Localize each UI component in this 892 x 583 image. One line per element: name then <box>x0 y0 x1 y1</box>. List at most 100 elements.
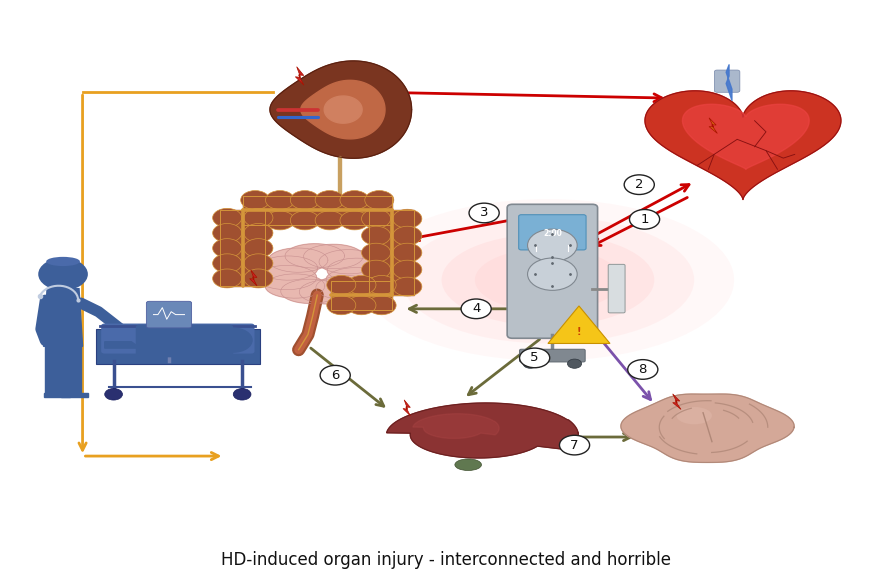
Ellipse shape <box>362 199 734 361</box>
Ellipse shape <box>442 234 655 326</box>
Polygon shape <box>62 392 88 397</box>
Circle shape <box>212 254 242 273</box>
Circle shape <box>340 211 369 230</box>
Polygon shape <box>301 80 385 139</box>
Polygon shape <box>331 280 392 310</box>
Text: 2: 2 <box>635 178 643 191</box>
Circle shape <box>212 238 242 258</box>
Polygon shape <box>250 270 257 286</box>
Ellipse shape <box>676 407 712 424</box>
Circle shape <box>104 388 122 400</box>
FancyBboxPatch shape <box>518 215 586 250</box>
Polygon shape <box>316 276 376 300</box>
Polygon shape <box>243 196 392 225</box>
Polygon shape <box>265 274 325 298</box>
Circle shape <box>315 191 344 209</box>
FancyBboxPatch shape <box>95 329 260 364</box>
Ellipse shape <box>401 216 694 343</box>
Polygon shape <box>257 265 317 290</box>
Circle shape <box>214 328 252 353</box>
Circle shape <box>527 258 577 290</box>
Circle shape <box>361 243 391 262</box>
FancyBboxPatch shape <box>519 349 585 362</box>
Polygon shape <box>270 61 411 158</box>
Polygon shape <box>319 250 378 274</box>
Polygon shape <box>303 244 363 269</box>
Circle shape <box>361 209 391 228</box>
Circle shape <box>567 359 582 368</box>
Ellipse shape <box>475 248 621 312</box>
FancyBboxPatch shape <box>508 204 598 338</box>
FancyBboxPatch shape <box>101 324 254 353</box>
Circle shape <box>519 348 549 368</box>
Circle shape <box>38 258 88 290</box>
Circle shape <box>244 238 273 258</box>
Circle shape <box>365 211 393 230</box>
Circle shape <box>241 191 269 209</box>
Polygon shape <box>548 306 610 343</box>
Text: 4: 4 <box>472 303 480 315</box>
Text: 1: 1 <box>640 213 648 226</box>
FancyBboxPatch shape <box>608 264 625 313</box>
Circle shape <box>361 277 391 296</box>
Ellipse shape <box>455 459 482 470</box>
Circle shape <box>290 211 319 230</box>
Circle shape <box>244 254 273 273</box>
Text: 3: 3 <box>480 206 488 219</box>
Polygon shape <box>44 289 83 346</box>
Circle shape <box>559 436 590 455</box>
Circle shape <box>469 203 500 223</box>
Circle shape <box>347 296 376 315</box>
Polygon shape <box>645 91 841 199</box>
Text: 5: 5 <box>531 352 539 364</box>
Circle shape <box>290 191 319 209</box>
Text: !: ! <box>577 328 582 338</box>
Circle shape <box>320 366 351 385</box>
Circle shape <box>233 388 251 400</box>
Circle shape <box>347 275 376 294</box>
Polygon shape <box>621 394 794 462</box>
Polygon shape <box>281 279 340 303</box>
Circle shape <box>212 269 242 288</box>
Circle shape <box>392 226 422 245</box>
Circle shape <box>392 277 422 296</box>
Circle shape <box>461 299 491 319</box>
Circle shape <box>212 208 242 227</box>
Circle shape <box>361 226 391 245</box>
FancyBboxPatch shape <box>146 301 192 328</box>
Polygon shape <box>295 66 304 85</box>
Circle shape <box>266 191 294 209</box>
Circle shape <box>628 360 658 380</box>
Polygon shape <box>403 400 410 416</box>
Circle shape <box>361 260 391 279</box>
Text: 2:00: 2:00 <box>543 229 562 238</box>
Circle shape <box>266 211 294 230</box>
Ellipse shape <box>46 257 80 266</box>
Polygon shape <box>324 96 362 123</box>
Text: HD-induced organ injury - interconnected and horrible: HD-induced organ injury - interconnected… <box>221 551 671 569</box>
Circle shape <box>315 211 344 230</box>
Polygon shape <box>709 118 717 134</box>
Polygon shape <box>369 210 414 295</box>
Text: 8: 8 <box>639 363 647 376</box>
Polygon shape <box>268 248 328 272</box>
Circle shape <box>368 296 396 315</box>
Polygon shape <box>63 346 81 392</box>
Polygon shape <box>45 346 63 392</box>
Polygon shape <box>386 403 578 458</box>
Circle shape <box>244 208 273 227</box>
Polygon shape <box>413 414 500 438</box>
Circle shape <box>244 269 273 288</box>
Circle shape <box>624 175 655 195</box>
Polygon shape <box>44 392 70 397</box>
Text: 7: 7 <box>570 438 579 452</box>
Circle shape <box>392 260 422 279</box>
Polygon shape <box>104 342 140 348</box>
Polygon shape <box>682 104 809 170</box>
Circle shape <box>527 229 577 261</box>
Circle shape <box>392 243 422 262</box>
Circle shape <box>340 191 369 209</box>
Circle shape <box>326 275 356 294</box>
Circle shape <box>244 223 273 243</box>
Polygon shape <box>327 258 387 282</box>
